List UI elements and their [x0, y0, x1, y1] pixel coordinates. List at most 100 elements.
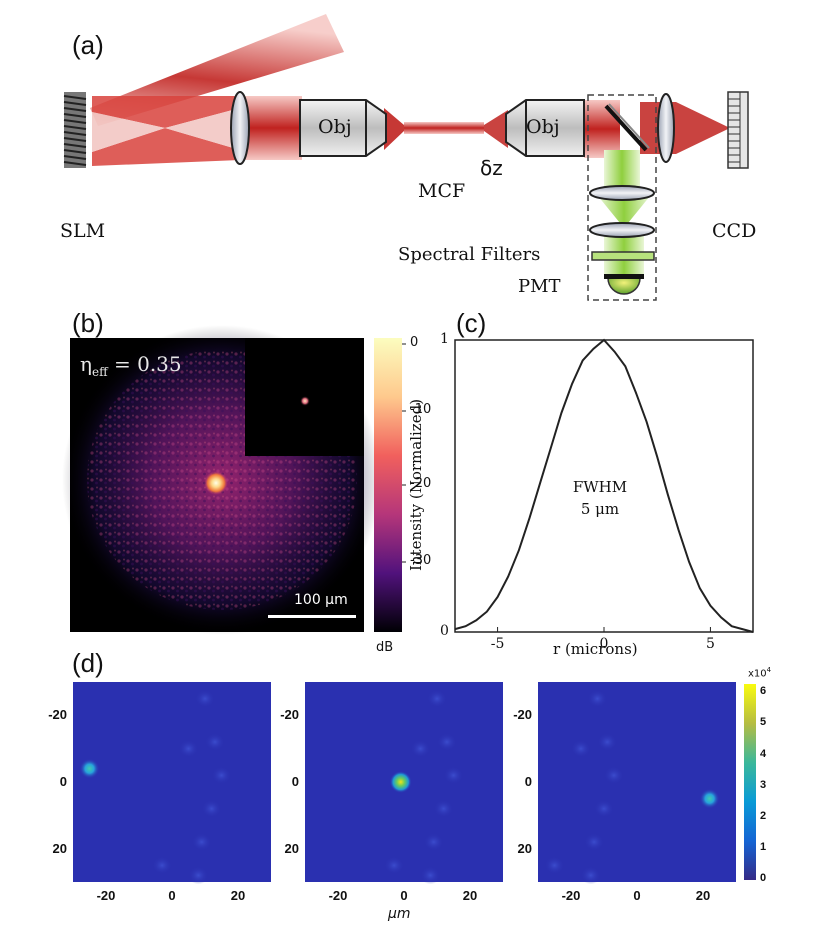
speckle-blob: [410, 739, 431, 758]
colorbar-b: [374, 338, 402, 632]
colorbar-d-tick: 0: [760, 872, 767, 884]
multicore-fiber: [404, 122, 484, 134]
d-ytick-label: 0: [291, 774, 299, 789]
d-xtick-label: 0: [400, 888, 408, 903]
speckle-blob: [443, 766, 464, 785]
speckle-blob: [580, 866, 601, 885]
speckle-blob: [191, 833, 212, 851]
pmt-label: PMT: [518, 276, 561, 297]
mcf-label: MCF: [418, 180, 466, 202]
speckle-blob: [603, 766, 624, 785]
colorbar-b-unit: dB: [376, 640, 394, 655]
d-xtick-label: 20: [695, 888, 711, 903]
d-xtick-label: 0: [168, 888, 176, 903]
d-ytick-label: 20: [284, 840, 299, 856]
speckle-blob: [152, 856, 173, 875]
colorbar-d-exponent: x104: [748, 666, 772, 680]
speckle-blob: [436, 733, 457, 751]
slm-crossing-beams: [92, 96, 240, 166]
detection-box: [587, 94, 657, 301]
speckle-blob: [423, 833, 444, 851]
spot-image-1: [73, 682, 271, 882]
d-ytick-label: 0: [524, 774, 532, 789]
lens-1: [230, 91, 250, 165]
spectral-filters-label: Spectral Filters: [398, 244, 541, 265]
speckle-blob: [195, 689, 215, 708]
colorbar-d-tick: 2: [760, 809, 767, 822]
colorbar-d-tick: 1: [760, 840, 767, 853]
d-ytick-label: 20: [517, 840, 532, 856]
panel-c-label: (c): [456, 308, 487, 338]
dz-label: δz: [480, 156, 503, 180]
colorbar-b-tick: -10: [410, 402, 432, 417]
speckle-blob: [584, 833, 605, 851]
objective-right: [505, 99, 585, 157]
speckle-blob: [384, 856, 405, 875]
profile-ytick-label: 0: [440, 623, 449, 639]
ccd-camera: [727, 91, 749, 169]
colorbar-d-tick: 4: [760, 747, 767, 760]
slm-device: [63, 92, 87, 168]
speckle-blob: [597, 733, 618, 751]
d-xtick-label: -20: [328, 888, 348, 903]
panel-d-label: (d): [72, 648, 104, 678]
d-ytick-label: -20: [280, 707, 299, 723]
focus-spot: [204, 471, 228, 495]
d-xtick-label: 20: [462, 888, 478, 903]
panel-a-label: (a): [72, 30, 104, 60]
focus-spot-2: [389, 771, 412, 793]
lens-green-2: [589, 222, 655, 238]
profile-ytick-label: 1: [440, 331, 449, 347]
scale-bar: [268, 615, 356, 618]
profile-xtick-label: 5: [705, 636, 715, 652]
colorbar-b-tick: 0: [410, 335, 419, 350]
speckle-blob: [204, 733, 225, 751]
speckle-blob: [570, 739, 591, 758]
colorbar-d-tick: 5: [760, 716, 767, 729]
speckle-blob: [427, 689, 447, 708]
focus-spot-3: [699, 788, 720, 809]
profile-series-line: [454, 338, 754, 633]
spot-image-3: [538, 682, 736, 882]
d-ytick-label: -20: [513, 707, 532, 723]
obj-left-label: Obj: [318, 116, 352, 138]
speckle-blob: [211, 766, 232, 785]
profile-xtick-label: -5: [490, 636, 505, 652]
profile-xlabel: r (microns): [553, 640, 638, 658]
spectral-filter: [591, 251, 655, 261]
obj-right-label: Obj: [526, 116, 560, 138]
colorbar-b-tick: -30: [410, 553, 432, 568]
d-ytick-label: 0: [59, 774, 67, 789]
colorbar-d-tick: 3: [760, 778, 767, 791]
speckle-blob: [587, 689, 608, 708]
d-xtick-label: -20: [561, 888, 581, 903]
lens-ccd: [657, 93, 675, 163]
eta-label: ηeff = 0.35: [80, 352, 182, 379]
ccd-label: CCD: [712, 220, 757, 242]
speckle-blob: [594, 799, 614, 818]
speckle-blob: [433, 799, 454, 818]
d-ytick-label: -20: [48, 707, 67, 723]
panel-b-label: (b): [72, 308, 104, 338]
focus-spot-1: [79, 758, 100, 779]
lens-green-1: [589, 185, 655, 201]
main-beam-1: [240, 96, 302, 160]
d-xtick-label: -20: [96, 888, 116, 903]
fwhm-annotation: FWHM 5 μm: [572, 478, 628, 518]
speckle-blob: [188, 866, 209, 885]
colorbar-d: [744, 684, 756, 880]
scale-bar-label: 100 μm: [294, 592, 348, 608]
objective-left: [299, 99, 387, 157]
dichroic-mirror: [604, 104, 648, 152]
speckle-blob: [178, 739, 199, 758]
profile-xtick-label: 0: [599, 636, 609, 652]
colorbar-d-tick: 6: [760, 685, 767, 698]
d-ytick-label: 20: [52, 840, 67, 856]
slm-label: SLM: [60, 220, 106, 242]
speckle-blob: [201, 799, 222, 818]
d-xtick-label: 20: [230, 888, 246, 903]
